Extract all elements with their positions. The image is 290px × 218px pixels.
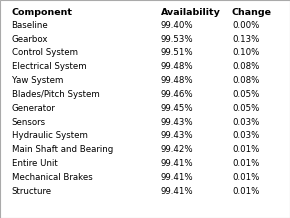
Text: 99.48%: 99.48%	[161, 76, 194, 85]
Text: 0.01%: 0.01%	[232, 187, 259, 196]
Text: 0.03%: 0.03%	[232, 131, 259, 140]
Text: Entire Unit: Entire Unit	[12, 159, 57, 168]
Text: Baseline: Baseline	[12, 21, 48, 30]
Text: 0.01%: 0.01%	[232, 145, 259, 154]
Text: Gearbox: Gearbox	[12, 34, 48, 44]
Text: Main Shaft and Bearing: Main Shaft and Bearing	[12, 145, 113, 154]
Text: 0.05%: 0.05%	[232, 90, 259, 99]
Text: 99.41%: 99.41%	[161, 159, 194, 168]
Text: 99.45%: 99.45%	[161, 104, 194, 113]
Text: Electrical System: Electrical System	[12, 62, 86, 71]
Text: 99.46%: 99.46%	[161, 90, 194, 99]
Text: 99.43%: 99.43%	[161, 118, 194, 127]
Text: 99.41%: 99.41%	[161, 173, 194, 182]
Text: 0.08%: 0.08%	[232, 62, 259, 71]
Text: 0.05%: 0.05%	[232, 104, 259, 113]
Text: 99.40%: 99.40%	[161, 21, 194, 30]
Text: Structure: Structure	[12, 187, 52, 196]
Text: 99.53%: 99.53%	[161, 34, 194, 44]
Text: Component: Component	[12, 8, 72, 17]
Text: Hydraulic System: Hydraulic System	[12, 131, 88, 140]
Text: Generator: Generator	[12, 104, 55, 113]
Text: 99.51%: 99.51%	[161, 48, 194, 57]
Text: 99.41%: 99.41%	[161, 187, 194, 196]
Text: 0.00%: 0.00%	[232, 21, 259, 30]
Text: Mechanical Brakes: Mechanical Brakes	[12, 173, 92, 182]
Text: Control System: Control System	[12, 48, 78, 57]
Text: 0.03%: 0.03%	[232, 118, 259, 127]
Text: 99.42%: 99.42%	[161, 145, 194, 154]
Text: 99.43%: 99.43%	[161, 131, 194, 140]
Text: Blades/Pitch System: Blades/Pitch System	[12, 90, 99, 99]
Text: 0.01%: 0.01%	[232, 173, 259, 182]
Text: 99.48%: 99.48%	[161, 62, 194, 71]
Text: Sensors: Sensors	[12, 118, 46, 127]
Text: 0.08%: 0.08%	[232, 76, 259, 85]
Text: 0.01%: 0.01%	[232, 159, 259, 168]
Text: Availability: Availability	[161, 8, 221, 17]
Text: 0.13%: 0.13%	[232, 34, 259, 44]
Text: Yaw System: Yaw System	[12, 76, 63, 85]
Text: 0.10%: 0.10%	[232, 48, 259, 57]
Text: Change: Change	[232, 8, 272, 17]
